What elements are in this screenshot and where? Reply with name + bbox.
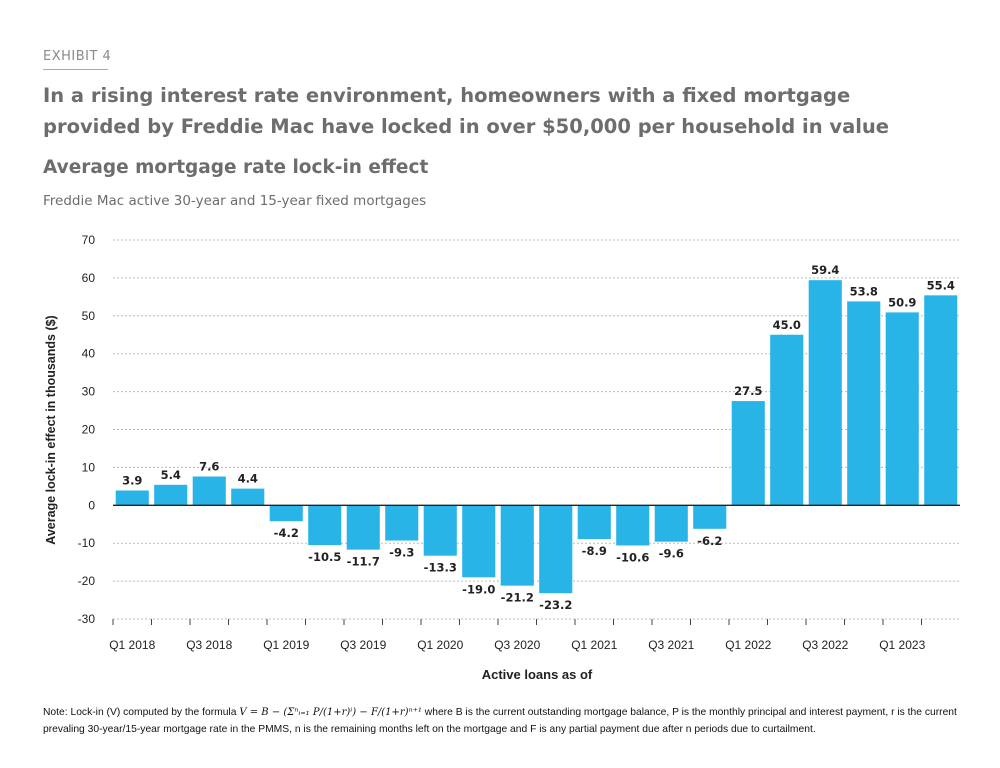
bar (924, 295, 958, 506)
x-tick-label: Q1 2018 (109, 638, 155, 652)
data-label: 7.6 (199, 459, 219, 473)
data-label: -21.2 (501, 591, 534, 605)
footnote: Note: Lock-in (V) computed by the formul… (43, 704, 973, 738)
note-prefix: Note: Lock-in (V) computed by the formul… (43, 707, 237, 718)
y-tick-label: -10 (78, 536, 96, 550)
bar (693, 505, 727, 529)
bar (462, 505, 496, 578)
data-label: -13.3 (424, 561, 457, 575)
bar (654, 505, 688, 542)
x-tick-label: Q1 2021 (571, 638, 617, 652)
y-tick-label: 40 (82, 347, 96, 361)
y-tick-label: 0 (88, 498, 95, 512)
x-axis-title: Active loans as of (482, 667, 593, 682)
x-tick-label: Q1 2022 (725, 638, 771, 652)
data-label: -10.6 (616, 550, 649, 564)
bar (346, 505, 380, 550)
y-tick-label: -20 (78, 574, 96, 588)
data-label: 45.0 (773, 318, 801, 332)
bar (154, 484, 188, 506)
bar-chart: 70 60 50 40 30 20 10 0 -10 -20 -30 3.9 Q1 2018 5.4 7.6… (44, 233, 960, 682)
data-label: 53.8 (850, 284, 878, 298)
data-label: -9.3 (389, 546, 414, 560)
data-label: 4.4 (238, 472, 258, 486)
bar (885, 312, 919, 506)
x-tick-label: Q1 2023 (879, 638, 925, 652)
bar (500, 505, 534, 586)
x-tick-label: Q3 2020 (494, 638, 540, 652)
bar (770, 334, 804, 506)
data-label: -19.0 (462, 582, 495, 596)
data-label: -9.6 (659, 547, 684, 561)
data-label: -23.2 (539, 598, 572, 612)
x-tick-label: Q1 2020 (417, 638, 463, 652)
bar (808, 280, 842, 506)
data-label: -10.5 (308, 550, 341, 564)
data-label: -4.2 (274, 526, 299, 540)
bar (423, 505, 457, 556)
bar (385, 505, 419, 541)
data-label: 59.4 (811, 263, 839, 277)
bar (847, 301, 881, 506)
data-label: 55.4 (927, 278, 955, 292)
data-label: -11.7 (347, 555, 380, 569)
y-axis-title: Average lock-in effect in thousands ($) (44, 315, 58, 544)
note-suffix: where B is the current outstanding mortg… (43, 707, 957, 735)
data-label: -6.2 (697, 534, 722, 548)
y-tick-label: -30 (78, 612, 96, 626)
data-label: 3.9 (122, 474, 142, 488)
bar (231, 488, 265, 506)
bar (577, 505, 611, 540)
x-tick-label: Q1 2019 (263, 638, 309, 652)
bar (308, 505, 342, 546)
y-tick-label: 30 (82, 385, 96, 399)
bar (539, 505, 573, 594)
data-label: 5.4 (161, 468, 181, 482)
data-label: -8.9 (582, 544, 607, 558)
x-tick-label: Q3 2018 (186, 638, 232, 652)
y-tick-label: 10 (82, 460, 96, 474)
bar (616, 505, 650, 546)
bar (731, 401, 765, 506)
x-tick-label: Q3 2022 (802, 638, 848, 652)
chart-title: Average mortgage rate lock-in effect (43, 157, 429, 178)
y-tick-label: 70 (82, 233, 96, 247)
bar (115, 490, 149, 506)
exhibit-underline (43, 69, 108, 70)
exhibit-label: EXHIBIT 4 (43, 49, 112, 64)
note-formula: V = B − (Σⁿᵢ₌₁ P/(1+r)ⁱ) − F/(1+r)ⁿ⁺¹ (239, 707, 422, 718)
y-tick-label: 20 (82, 423, 96, 437)
x-tick-label: Q3 2021 (648, 638, 694, 652)
data-label: 27.5 (734, 384, 762, 398)
bar (269, 505, 303, 522)
bar (192, 476, 226, 506)
y-tick-label: 60 (82, 271, 96, 285)
y-tick-label: 50 (82, 309, 96, 323)
headline: In a rising interest rate environment, h… (43, 84, 890, 138)
chart-subtitle: Freddie Mac active 30-year and 15-year f… (43, 193, 427, 209)
data-label: 50.9 (888, 295, 916, 309)
x-tick-label: Q3 2019 (340, 638, 386, 652)
